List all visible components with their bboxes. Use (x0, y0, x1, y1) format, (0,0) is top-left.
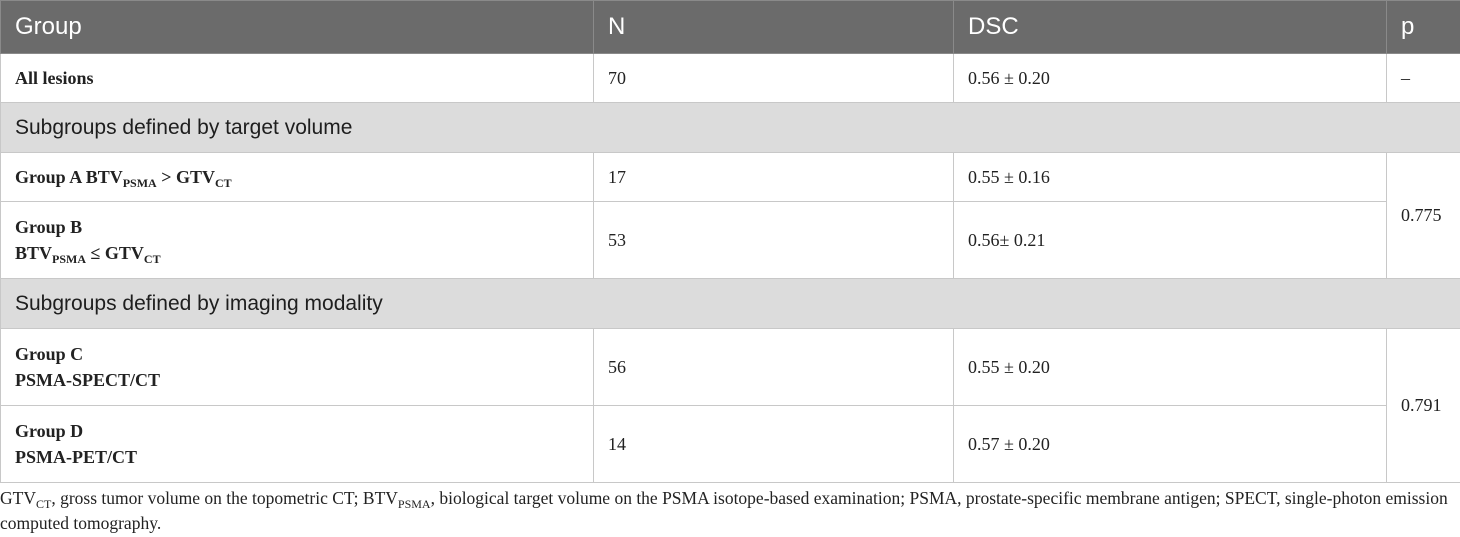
group-a-name: Group A (15, 167, 82, 187)
table-row-group-a: Group A BTVPSMA > GTVCT 17 0.55 ± 0.16 0… (0, 152, 1460, 279)
group-b-gtv-sub: CT (143, 252, 161, 266)
group-a-gtv: GTV (175, 167, 215, 187)
footnote-gtv-sub: CT (35, 497, 52, 511)
group-b-btv-sub: PSMA (52, 252, 87, 266)
table-row-group-c: Group C PSMA-SPECT/CT 56 0.55 ± 0.20 0.7… (0, 328, 1460, 483)
section-title-target-volume: Subgroups defined by target volume (0, 102, 1460, 153)
cell-group-c-dsc: 0.55 ± 0.20 (953, 328, 1387, 406)
group-c-modality: PSMA-SPECT/CT (15, 370, 161, 390)
cell-group-d-label: Group D PSMA-PET/CT (0, 405, 594, 483)
cell-group-b-dsc: 0.56± 0.21 (953, 201, 1387, 279)
section-row-target-volume: Subgroups defined by target volume (0, 102, 1460, 153)
cell-all-lesions-n: 70 (593, 53, 954, 103)
table-footnote: GTVCT, gross tumor volume on the topomet… (0, 486, 1456, 536)
cell-all-lesions-label: All lesions (0, 53, 594, 103)
group-c-name: Group C (15, 344, 84, 364)
group-b-name: Group B (15, 217, 83, 237)
group-b-operator: ≤ (90, 243, 101, 263)
header-group: Group (0, 0, 594, 54)
footnote-gtv: GTV (0, 488, 36, 508)
footnote-btv-sub: PSMA (397, 497, 431, 511)
footnote-btv: BTV (362, 488, 398, 508)
cell-group-d-n: 14 (593, 405, 954, 483)
header-dsc: DSC (953, 0, 1387, 54)
cell-group-c-n: 56 (593, 328, 954, 406)
footnote-gtv-definition: , gross tumor volume on the topometric C… (51, 488, 363, 508)
cell-group-a-dsc: 0.55 ± 0.16 (953, 152, 1387, 202)
group-d-name: Group D (15, 421, 84, 441)
group-a-btv-sub: PSMA (122, 176, 157, 190)
cell-group-b-label: Group B BTVPSMA ≤ GTVCT (0, 201, 594, 279)
group-a-operator: > (161, 167, 172, 187)
results-table: Group N DSC p All lesions 70 0.56 ± 0.20… (0, 0, 1460, 483)
group-a-btv: BTV (85, 167, 123, 187)
section-title-imaging-modality: Subgroups defined by imaging modality (0, 278, 1460, 329)
header-p: p (1386, 0, 1460, 54)
group-d-modality: PSMA-PET/CT (15, 447, 138, 467)
cell-all-lesions-p: – (1386, 53, 1460, 103)
table-row-group-b: Group B BTVPSMA ≤ GTVCT 53 0.56± 0.21 (0, 201, 1460, 279)
header-row: Group N DSC p (0, 0, 1460, 54)
group-a-gtv-sub: CT (215, 176, 232, 190)
cell-p-groups-ab: 0.775 (1386, 152, 1460, 279)
table-row-group-d: Group D PSMA-PET/CT 14 0.57 ± 0.20 (0, 405, 1460, 483)
cell-group-b-n: 53 (593, 201, 954, 279)
cell-group-d-dsc: 0.57 ± 0.20 (953, 405, 1387, 483)
cell-p-groups-cd: 0.791 (1386, 328, 1460, 483)
group-b-btv: BTV (15, 243, 53, 263)
cell-group-a-n: 17 (593, 152, 954, 202)
group-b-gtv: GTV (104, 243, 144, 263)
header-n: N (593, 0, 954, 54)
cell-group-a-label: Group A BTVPSMA > GTVCT (0, 152, 594, 202)
footnote-btv-definition: , biological target volume on the PSMA i… (0, 488, 1448, 533)
section-row-imaging-modality: Subgroups defined by imaging modality (0, 278, 1460, 329)
table-row-all-lesions: All lesions 70 0.56 ± 0.20 – (0, 53, 1460, 103)
cell-all-lesions-dsc: 0.56 ± 0.20 (953, 53, 1387, 103)
cell-group-c-label: Group C PSMA-SPECT/CT (0, 328, 594, 406)
